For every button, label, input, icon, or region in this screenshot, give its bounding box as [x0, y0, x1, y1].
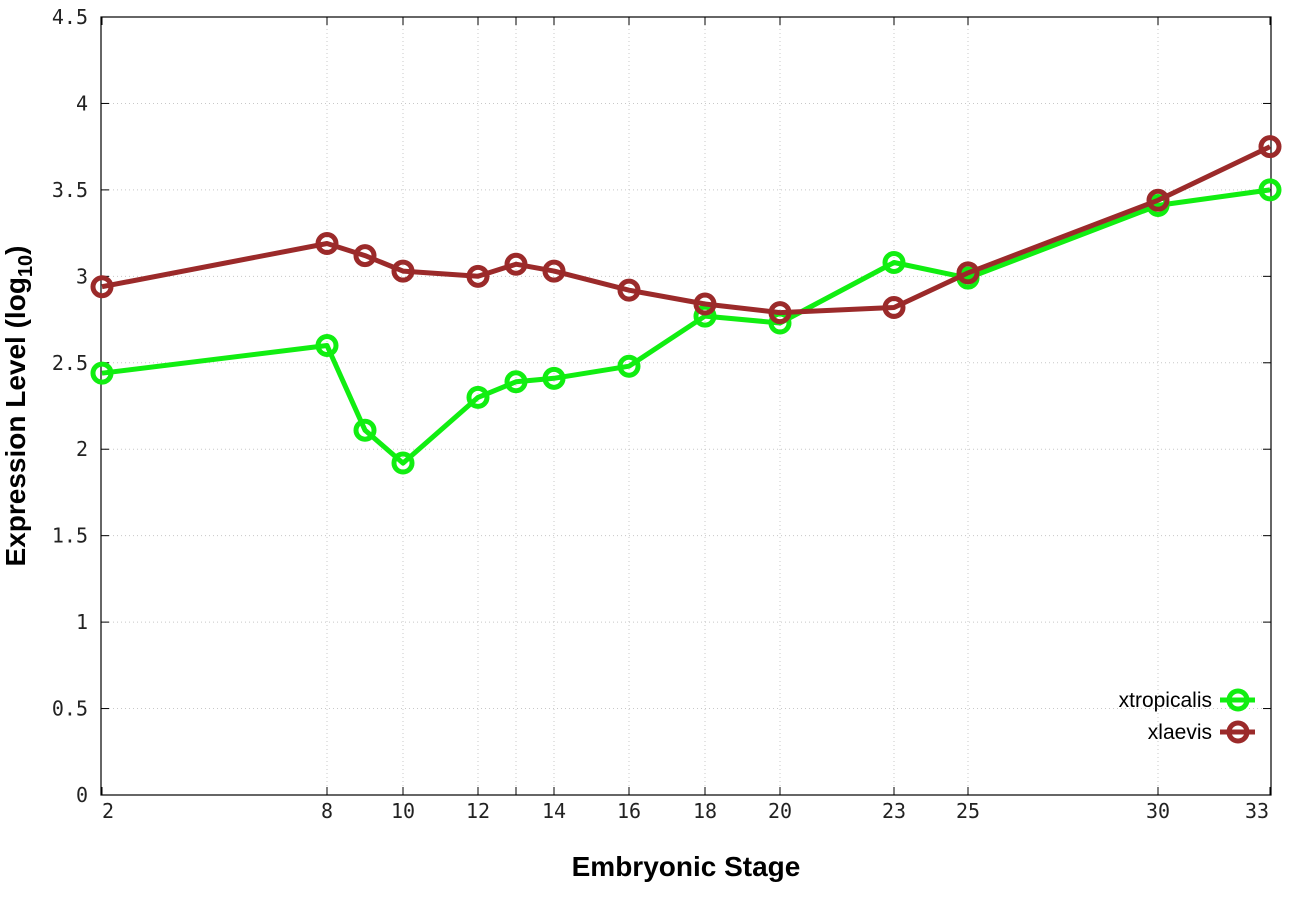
legend-marker-xtropicalis — [1226, 688, 1250, 712]
x-tick-label: 16 — [617, 799, 641, 823]
series-xtropicalis — [90, 178, 1282, 475]
legend-label-xlaevis: xlaevis — [1148, 721, 1212, 744]
y-tick-label: 0.5 — [52, 697, 88, 721]
y-tick-labels: 0 0.5 1 1.5 2 2.5 3 3.5 4 4.5 — [52, 5, 88, 807]
data-point-xlaevis — [693, 292, 717, 316]
x-tick-label: 18 — [693, 799, 717, 823]
y-tick-label: 2.5 — [52, 351, 88, 375]
plot-frame — [100, 16, 1272, 796]
data-point-xtropicalis — [315, 333, 339, 357]
y-tick-label: 0 — [76, 783, 88, 807]
data-point-xtropicalis — [1258, 178, 1282, 202]
y-axis-title-subscript: 10 — [15, 255, 37, 277]
legend: xtropicalis xlaevis — [1119, 688, 1255, 744]
series-line-xtropicalis — [101, 187, 1271, 466]
data-point-xtropicalis — [90, 361, 114, 385]
x-tick-label: 12 — [466, 799, 490, 823]
data-point-xlaevis — [768, 301, 792, 325]
legend-marker-xlaevis — [1226, 720, 1250, 744]
series-xlaevis — [90, 135, 1282, 325]
data-point-xlaevis — [90, 275, 114, 299]
data-point-xlaevis — [1146, 188, 1170, 212]
x-tick-label: 10 — [391, 799, 415, 823]
x-tick-label: 25 — [956, 799, 980, 823]
x-tick-label: 2 — [102, 799, 114, 823]
x-tick-label: 20 — [768, 799, 792, 823]
x-tick-label: 33 — [1245, 799, 1269, 823]
data-point-xlaevis — [504, 252, 528, 276]
y-tick-label: 2 — [76, 437, 88, 461]
axis-ticks — [101, 16, 1271, 796]
y-axis-title-main: Expression Level (log — [0, 277, 31, 566]
data-point-xtropicalis — [504, 370, 528, 394]
y-tick-label: 1 — [76, 610, 88, 634]
data-point-xlaevis — [1258, 135, 1282, 159]
data-point-xtropicalis — [466, 385, 490, 409]
legend-label-xtropicalis: xtropicalis — [1119, 689, 1212, 712]
data-point-xtropicalis — [617, 354, 641, 378]
data-point-xtropicalis — [542, 366, 566, 390]
y-tick-label: 1.5 — [52, 524, 88, 548]
y-tick-label: 4 — [76, 91, 88, 115]
data-point-xlaevis — [542, 259, 566, 283]
data-point-xlaevis — [353, 244, 377, 268]
x-tick-label: 8 — [321, 799, 333, 823]
data-point-xlaevis — [315, 231, 339, 255]
x-axis-title: Embryonic Stage — [572, 851, 801, 882]
x-tick-label: 14 — [542, 799, 566, 823]
x-tick-label: 30 — [1146, 799, 1170, 823]
data-point-xtropicalis — [353, 418, 377, 442]
y-tick-label: 4.5 — [52, 5, 88, 29]
data-point-xtropicalis — [391, 451, 415, 475]
data-point-xtropicalis — [882, 251, 906, 275]
data-point-xlaevis — [391, 259, 415, 283]
data-point-xlaevis — [466, 264, 490, 288]
y-tick-label: 3.5 — [52, 178, 88, 202]
grid-lines — [101, 17, 1271, 795]
x-tick-label: 23 — [882, 799, 906, 823]
y-tick-label: 3 — [76, 264, 88, 288]
data-point-xlaevis — [882, 295, 906, 319]
x-tick-labels: 2 8 10 12 14 16 18 20 23 25 30 33 — [102, 799, 1269, 823]
data-series — [90, 135, 1282, 475]
y-axis-title-close: ) — [0, 246, 31, 255]
data-point-xtropicalis — [693, 304, 717, 328]
data-point-xlaevis — [956, 261, 980, 285]
y-axis-title: Expression Level (log10) — [0, 246, 37, 567]
data-point-xlaevis — [617, 278, 641, 302]
